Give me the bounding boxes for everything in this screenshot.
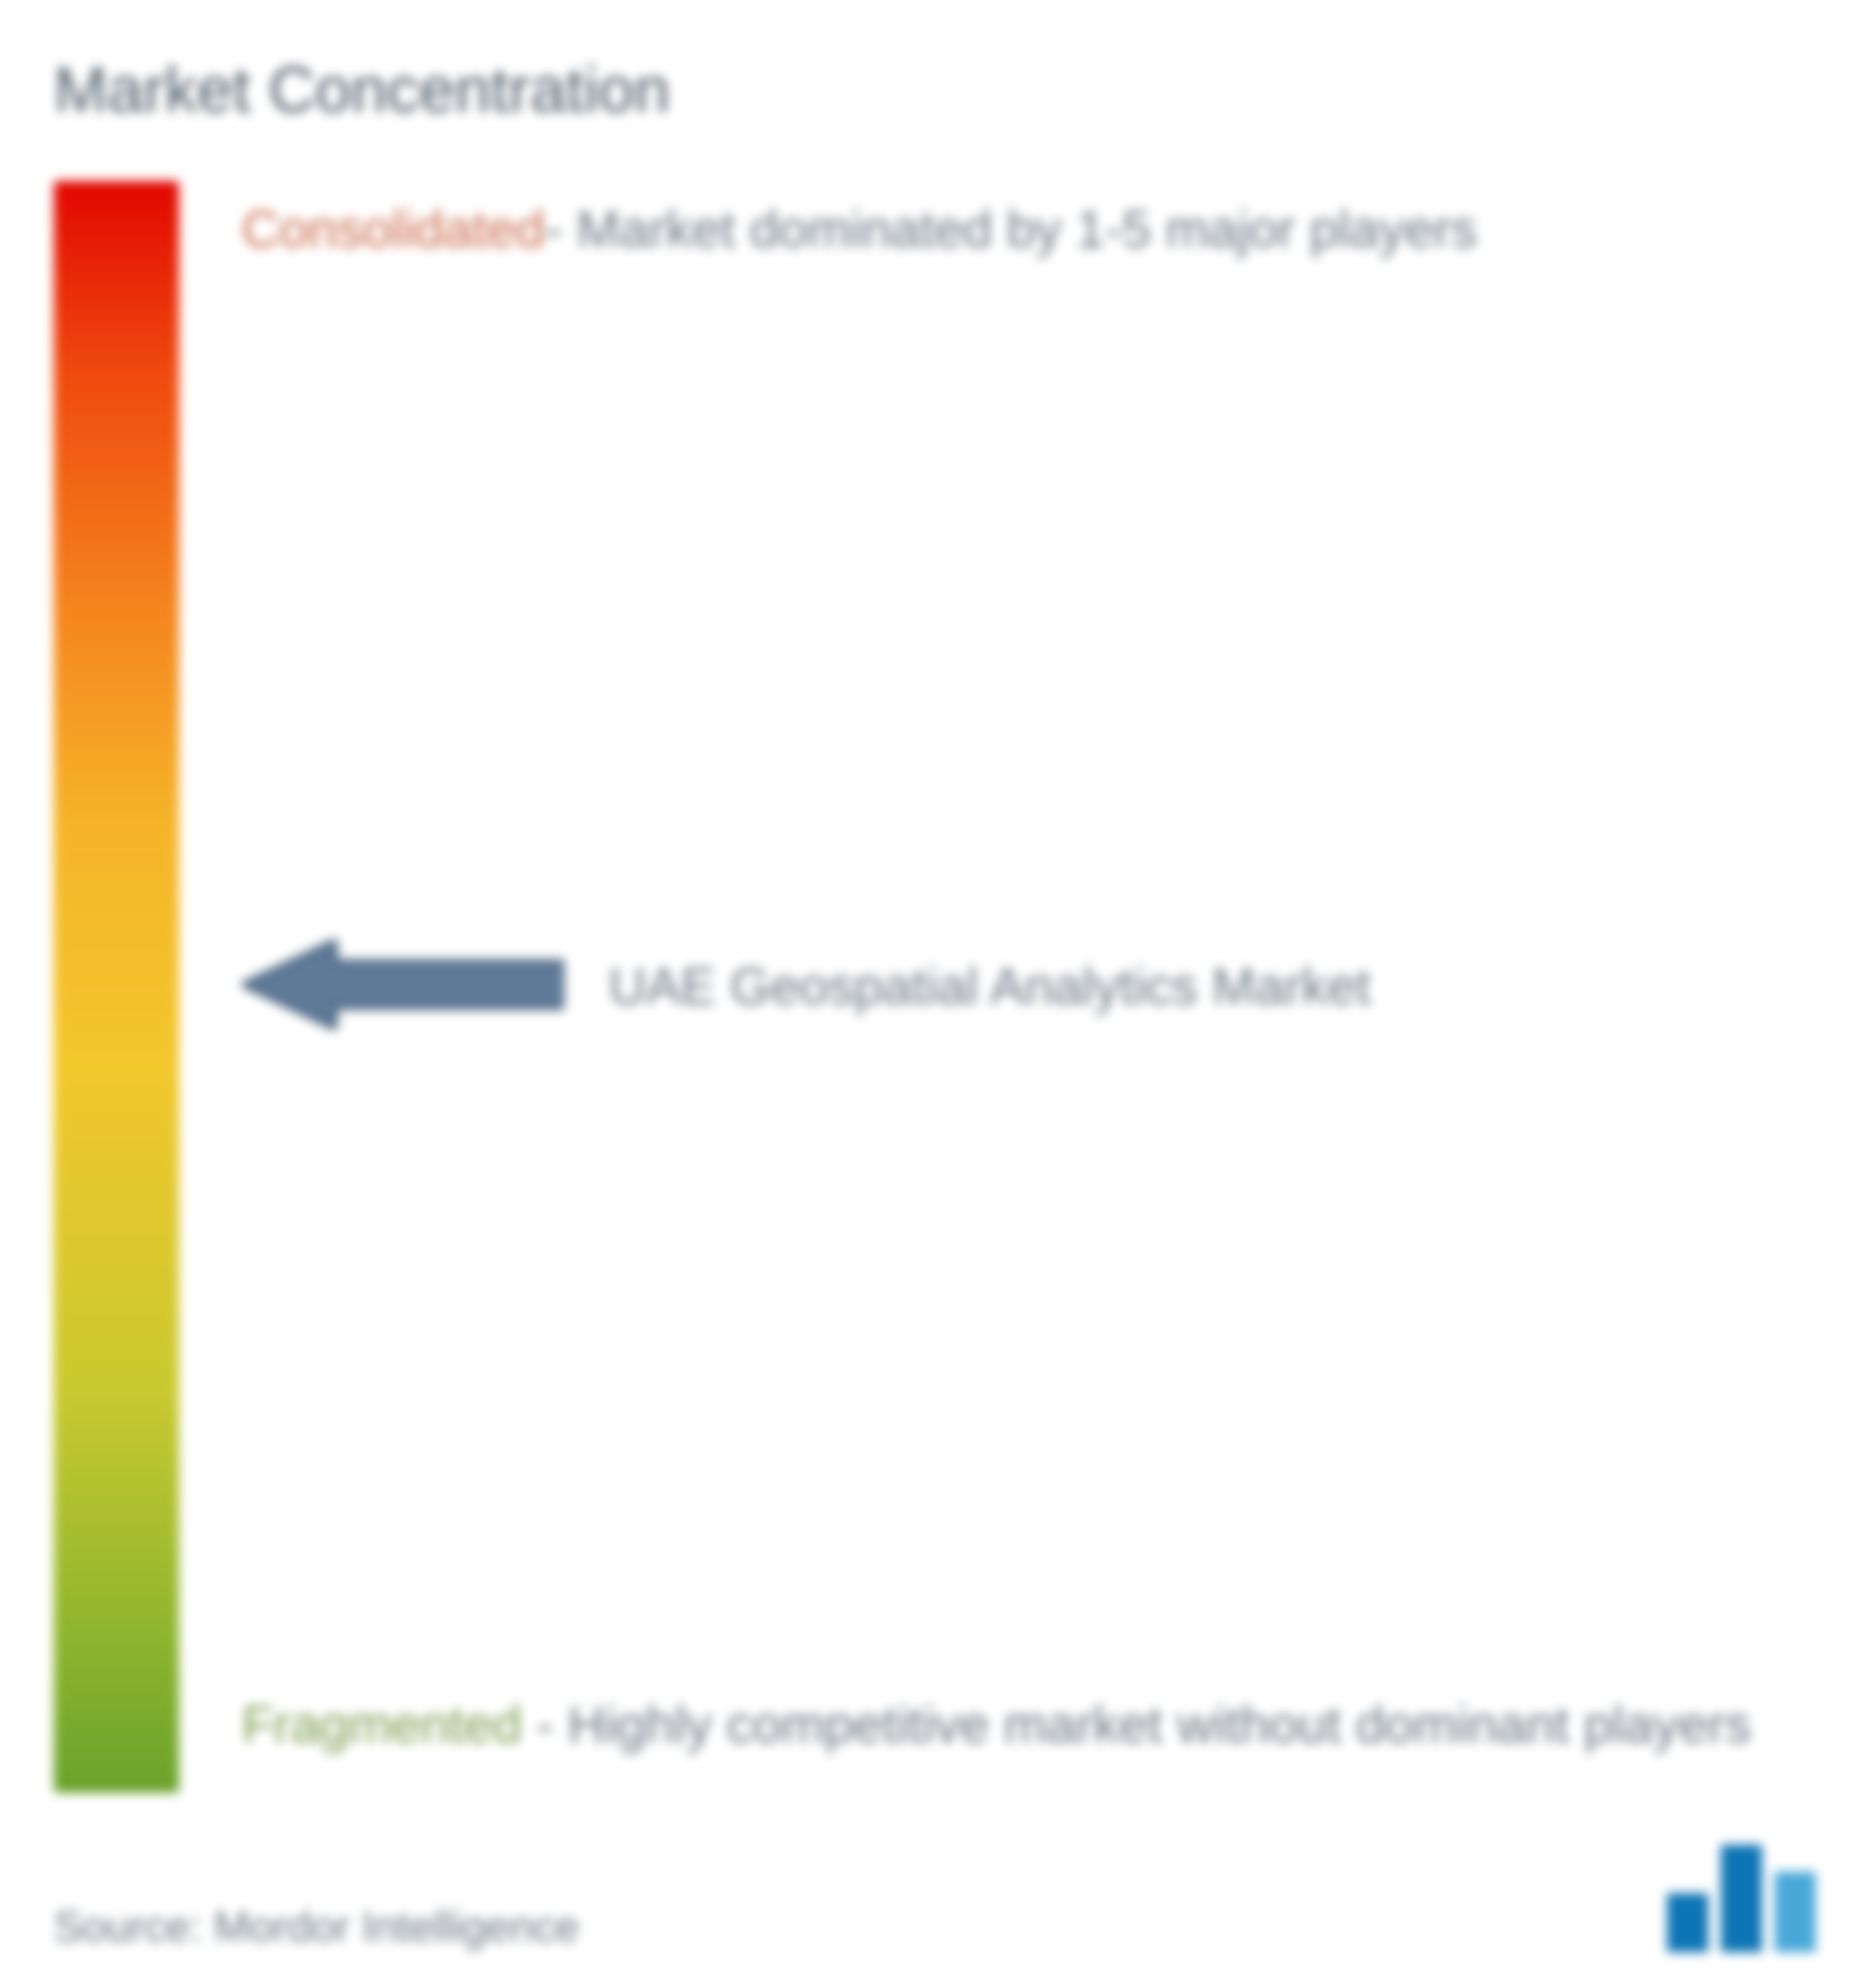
concentration-gradient-bar [54,181,179,1793]
content-area: Consolidated- Market dominated by 1-5 ma… [54,181,1819,1793]
source-attribution: Source: Mordor Intelligence [54,1903,579,1952]
market-marker-row: UAE Geospatial Analytics Market [242,940,1783,1034]
footer: Source: Mordor Intelligence [54,1845,1819,1952]
consolidated-description: - Market dominated by 1-5 major players [545,201,1477,259]
market-label: UAE Geospatial Analytics Market [609,957,1371,1017]
page-title: Market Concentration [54,54,1819,127]
arrow-left-icon [242,940,564,1034]
labels-area: Consolidated- Market dominated by 1-5 ma… [242,181,1819,1793]
fragmented-label: Fragmented - Highly competitive market w… [242,1685,1783,1766]
brand-logo-icon [1667,1845,1819,1952]
source-prefix: Source: [54,1904,214,1951]
consolidated-key: Consolidated [242,201,545,259]
fragmented-key: Fragmented [242,1696,522,1754]
consolidated-label: Consolidated- Market dominated by 1-5 ma… [242,190,1783,270]
source-text: Mordor Intelligence [214,1904,579,1951]
fragmented-description: - Highly competitive market without domi… [522,1696,1751,1754]
infographic-container: Market Concentration Consolidated- Marke… [0,0,1873,1988]
